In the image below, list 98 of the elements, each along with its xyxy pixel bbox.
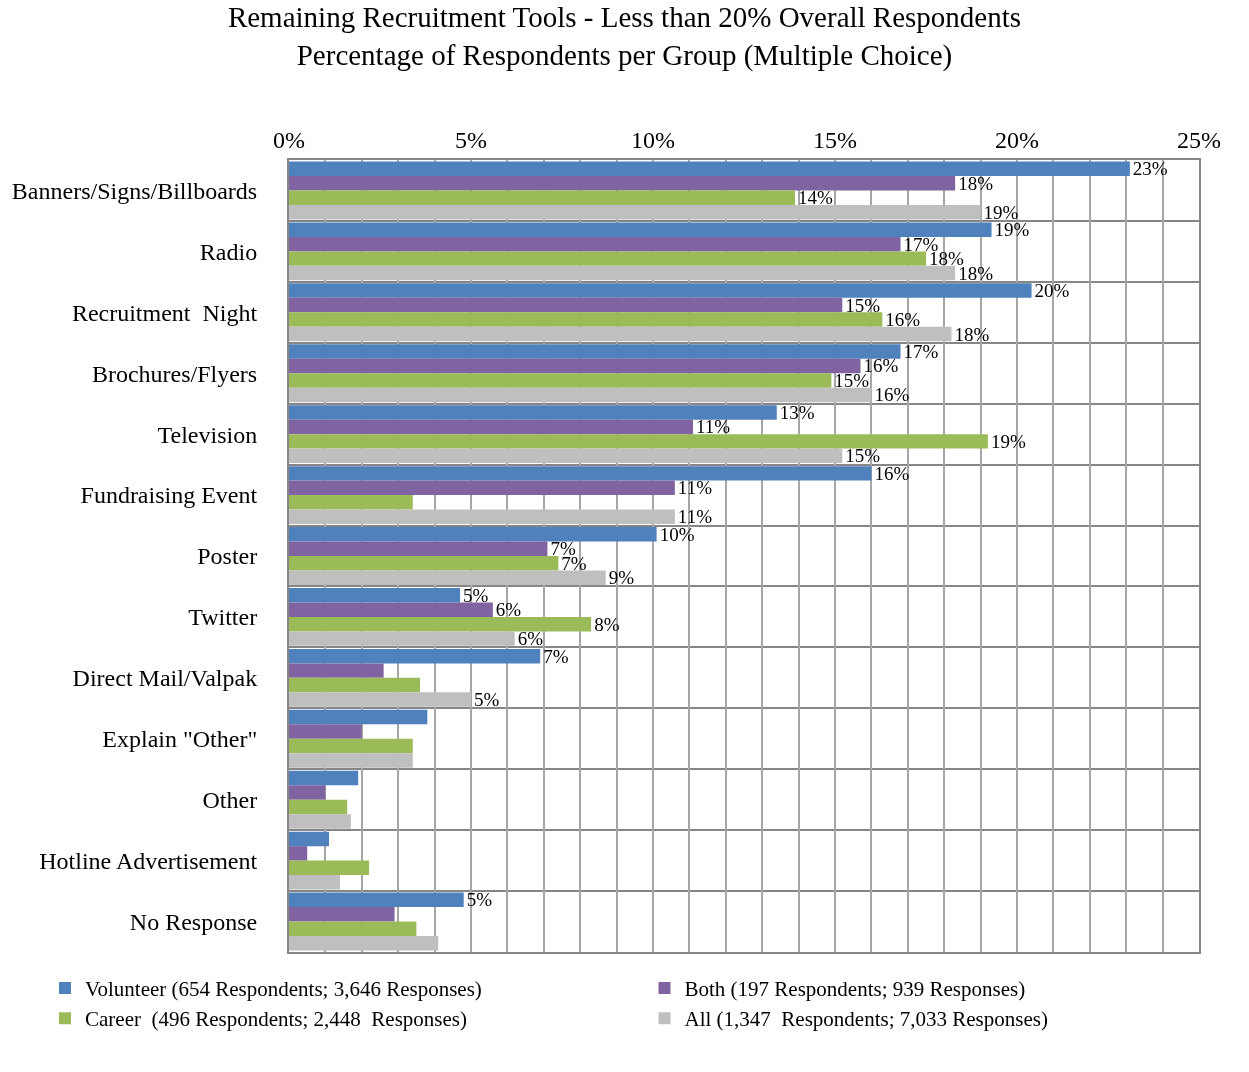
bar — [289, 860, 370, 876]
bar — [289, 405, 777, 420]
data-label: 11% — [677, 477, 713, 499]
bar — [289, 251, 926, 266]
bar — [289, 602, 493, 617]
bar — [289, 541, 548, 556]
bar — [289, 297, 843, 313]
data-label: 23% — [1132, 158, 1168, 180]
data-label: 18% — [958, 172, 994, 194]
bar — [289, 480, 675, 496]
y-tick-label: Banners/Signs/Billboards — [11, 177, 258, 204]
bar — [289, 204, 981, 220]
bar — [289, 936, 439, 951]
bar — [289, 387, 872, 403]
data-label: 16% — [885, 309, 921, 331]
bar — [289, 770, 359, 786]
bar — [289, 892, 464, 908]
y-tick-label: Recruitment Night — [71, 299, 258, 326]
x-tick-label: 25% — [1177, 127, 1221, 154]
bar — [289, 846, 308, 861]
bar — [289, 312, 883, 327]
bar — [289, 738, 413, 754]
bar — [289, 326, 952, 342]
bar — [289, 753, 413, 768]
bar — [289, 709, 428, 725]
bar — [289, 344, 901, 359]
data-label: 6% — [495, 599, 522, 621]
bar — [289, 785, 326, 800]
data-label: 5% — [463, 584, 489, 606]
bar — [289, 907, 395, 922]
y-tick-label: Direct Mail/Valpak — [72, 665, 258, 692]
y-tick-label: Explain "Other" — [102, 726, 258, 753]
bar — [289, 831, 330, 847]
x-tick-label: 0% — [273, 127, 305, 154]
data-label: 17% — [903, 341, 939, 363]
bar — [289, 616, 592, 632]
bar — [289, 448, 843, 464]
y-tick-label: Television — [157, 421, 258, 448]
data-label: 16% — [874, 384, 910, 406]
legend-label: Career (496 Respondents; 2,448 Responses) — [85, 1007, 468, 1032]
chart-title: Remaining Recruitment Tools - Less than 20% Overall Respondents — [227, 0, 1022, 33]
bar — [289, 495, 413, 510]
y-tick-label: Fundraising Event — [80, 482, 258, 509]
bar — [289, 222, 992, 237]
data-label: 14% — [797, 187, 833, 209]
bar — [289, 283, 1032, 298]
bar — [289, 570, 606, 585]
bar — [289, 587, 461, 603]
bar — [289, 236, 901, 252]
data-label: 7% — [543, 645, 569, 667]
x-tick-label: 15% — [813, 127, 857, 154]
bar — [289, 677, 421, 693]
bar — [289, 190, 795, 205]
y-tick-label: Brochures/Flyers — [91, 360, 258, 387]
data-label: 5% — [466, 889, 493, 911]
bar — [289, 921, 417, 937]
data-label: 18% — [954, 323, 990, 345]
bar — [289, 466, 872, 481]
x-tick-label: 5% — [455, 127, 487, 154]
bar — [289, 556, 559, 571]
bar — [289, 161, 1130, 176]
bar — [289, 265, 956, 281]
bar — [289, 648, 541, 664]
y-tick-label: Poster — [197, 543, 258, 570]
x-tick-label: 20% — [995, 127, 1039, 154]
y-tick-label: No Response — [129, 908, 258, 935]
bar — [289, 175, 956, 191]
bar — [289, 434, 988, 449]
bar — [289, 663, 384, 678]
data-label: 6% — [517, 628, 544, 650]
bar — [289, 875, 340, 890]
bar — [289, 631, 515, 646]
y-tick-label: Twitter — [188, 604, 258, 631]
y-tick-label: Radio — [199, 238, 258, 265]
data-label: 15% — [845, 294, 881, 316]
data-label: 20% — [1034, 280, 1070, 302]
y-tick-label: Other — [202, 787, 258, 814]
chart-subtitle: Percentage of Respondents per Group (Multiple Choice) — [296, 38, 953, 72]
bar — [289, 527, 657, 542]
x-tick-label: 10% — [631, 127, 675, 154]
data-label: 9% — [608, 567, 635, 589]
bar — [289, 814, 351, 829]
data-label: 11% — [696, 416, 731, 438]
bar — [289, 373, 832, 388]
legend-label: All (1,347 Respondents; 7,033 Responses) — [684, 1007, 1048, 1032]
legend-label: Both (197 Respondents; 939 Responses) — [684, 977, 1026, 1002]
bar — [289, 509, 675, 525]
data-label: 5% — [474, 689, 500, 711]
legend-label: Volunteer (654 Respondents; 3,646 Responses) — [85, 977, 482, 1002]
data-label: 8% — [594, 613, 620, 635]
bar — [289, 724, 362, 739]
data-label: 19% — [990, 430, 1026, 452]
data-label: 13% — [779, 401, 815, 423]
bar — [289, 419, 694, 435]
y-tick-label: Hotline Advertisement — [39, 848, 258, 875]
bar — [289, 358, 861, 374]
bar — [289, 799, 348, 815]
bar — [289, 692, 471, 707]
